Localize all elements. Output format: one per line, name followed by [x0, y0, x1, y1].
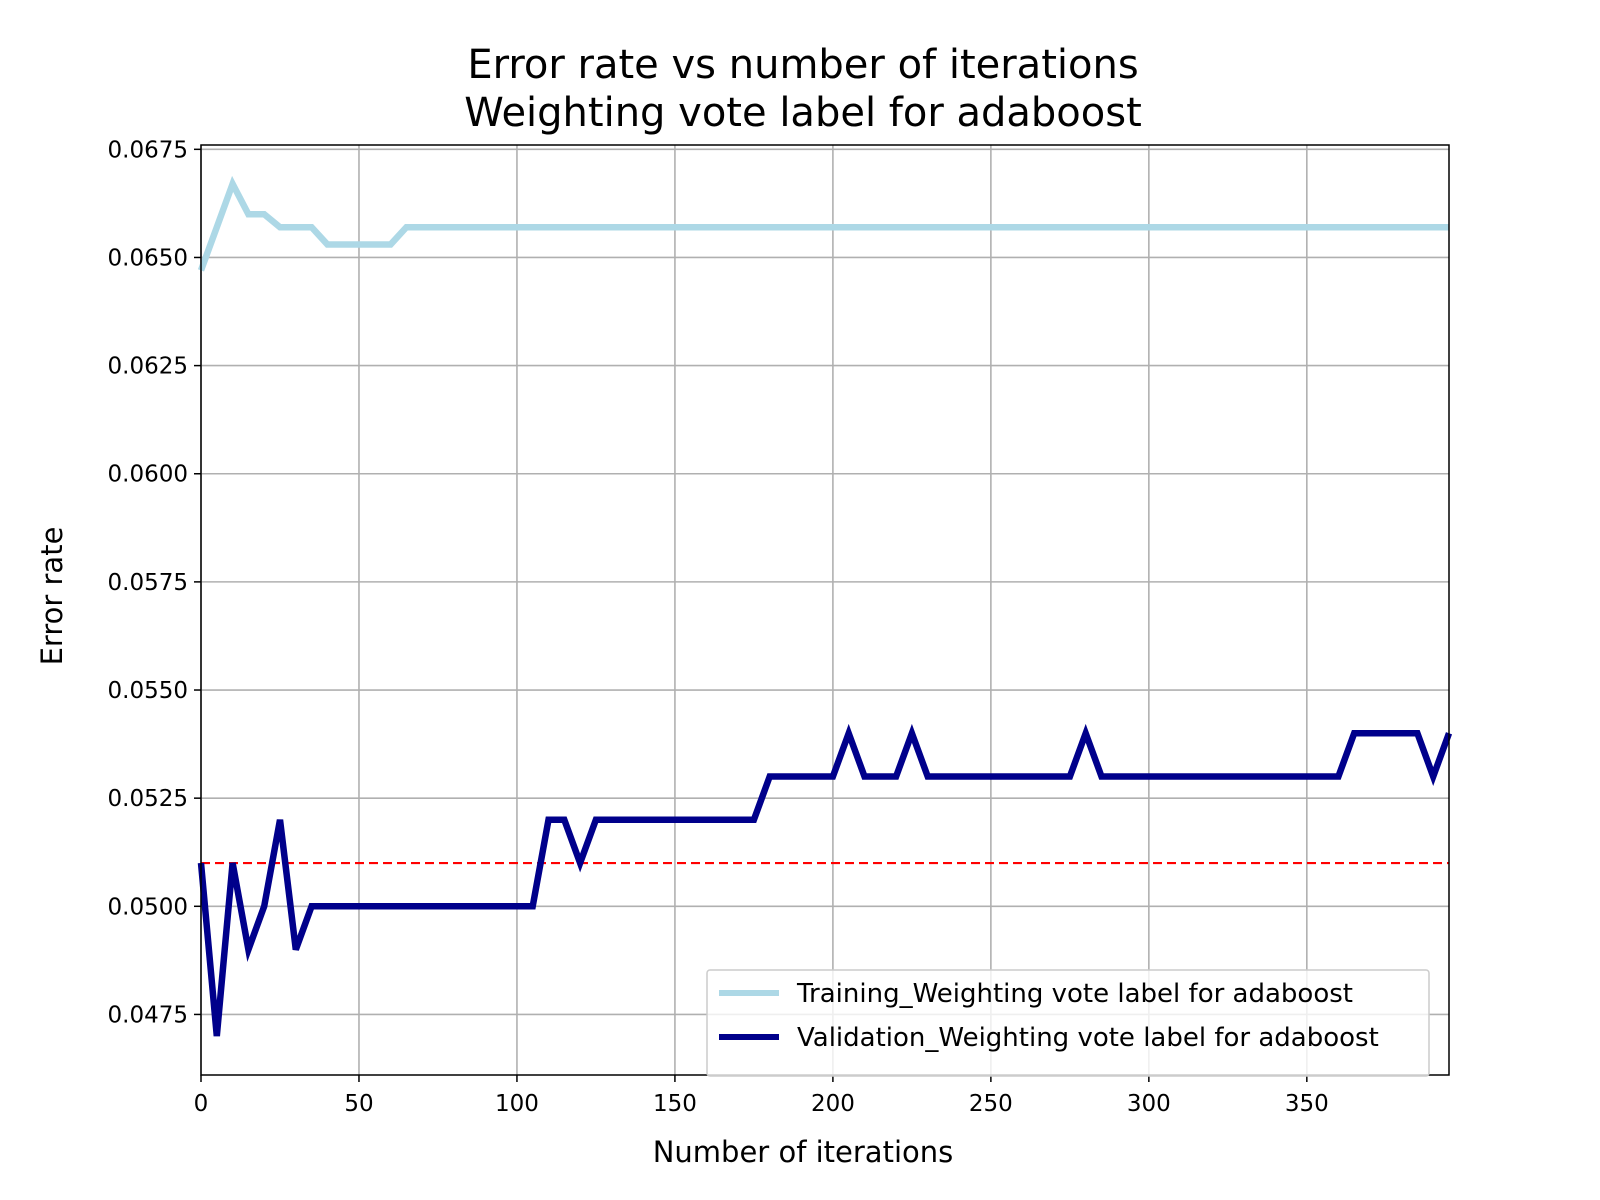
- y-tick-label: 0.0675: [108, 137, 188, 163]
- chart-title: Error rate vs number of iterations: [467, 42, 1138, 88]
- x-axis-label: Number of iterations: [653, 1135, 954, 1169]
- x-tick-label: 150: [653, 1091, 697, 1117]
- x-tick-label: 250: [969, 1091, 1013, 1117]
- legend: Training_Weighting vote label for adaboo…: [706, 969, 1430, 1077]
- y-axis-label: Error rate: [35, 527, 69, 666]
- series-layer: [197, 175, 1453, 1037]
- y-tick-label: 0.0650: [108, 245, 188, 271]
- x-tick-label: 300: [1127, 1091, 1171, 1117]
- y-tick-label: 0.0500: [108, 894, 188, 920]
- x-tick-label: 0: [194, 1091, 209, 1117]
- legend-label-validation: Validation_Weighting vote label for adab…: [797, 1023, 1379, 1053]
- x-tick-label: 50: [344, 1091, 373, 1117]
- grid-lines: [200, 145, 1449, 1075]
- y-tick-label: 0.0550: [108, 678, 188, 704]
- x-tick-label: 200: [811, 1091, 855, 1117]
- chart-subtitle: Weighting vote label for adaboost: [464, 90, 1142, 136]
- y-tick-label: 0.0475: [108, 1002, 188, 1028]
- legend-label-training: Training_Weighting vote label for adaboo…: [796, 979, 1353, 1009]
- y-tick-label: 0.0600: [108, 462, 188, 488]
- y-tick-label: 0.0625: [108, 354, 188, 380]
- x-tick-label: 100: [495, 1091, 539, 1117]
- series-line-validation: [197, 723, 1453, 1037]
- legend-box: [706, 969, 1430, 1077]
- plot-frame: [200, 144, 1450, 1076]
- y-tick-label: 0.0575: [108, 570, 188, 596]
- series-line-training: [197, 175, 1449, 272]
- y-tick-label: 0.0525: [108, 786, 188, 812]
- axis-ticks: 0 50 100 150 200 250 300 350 0.0475 0.0500 0.0525 0…: [108, 137, 1329, 1117]
- x-tick-label: 350: [1285, 1091, 1329, 1117]
